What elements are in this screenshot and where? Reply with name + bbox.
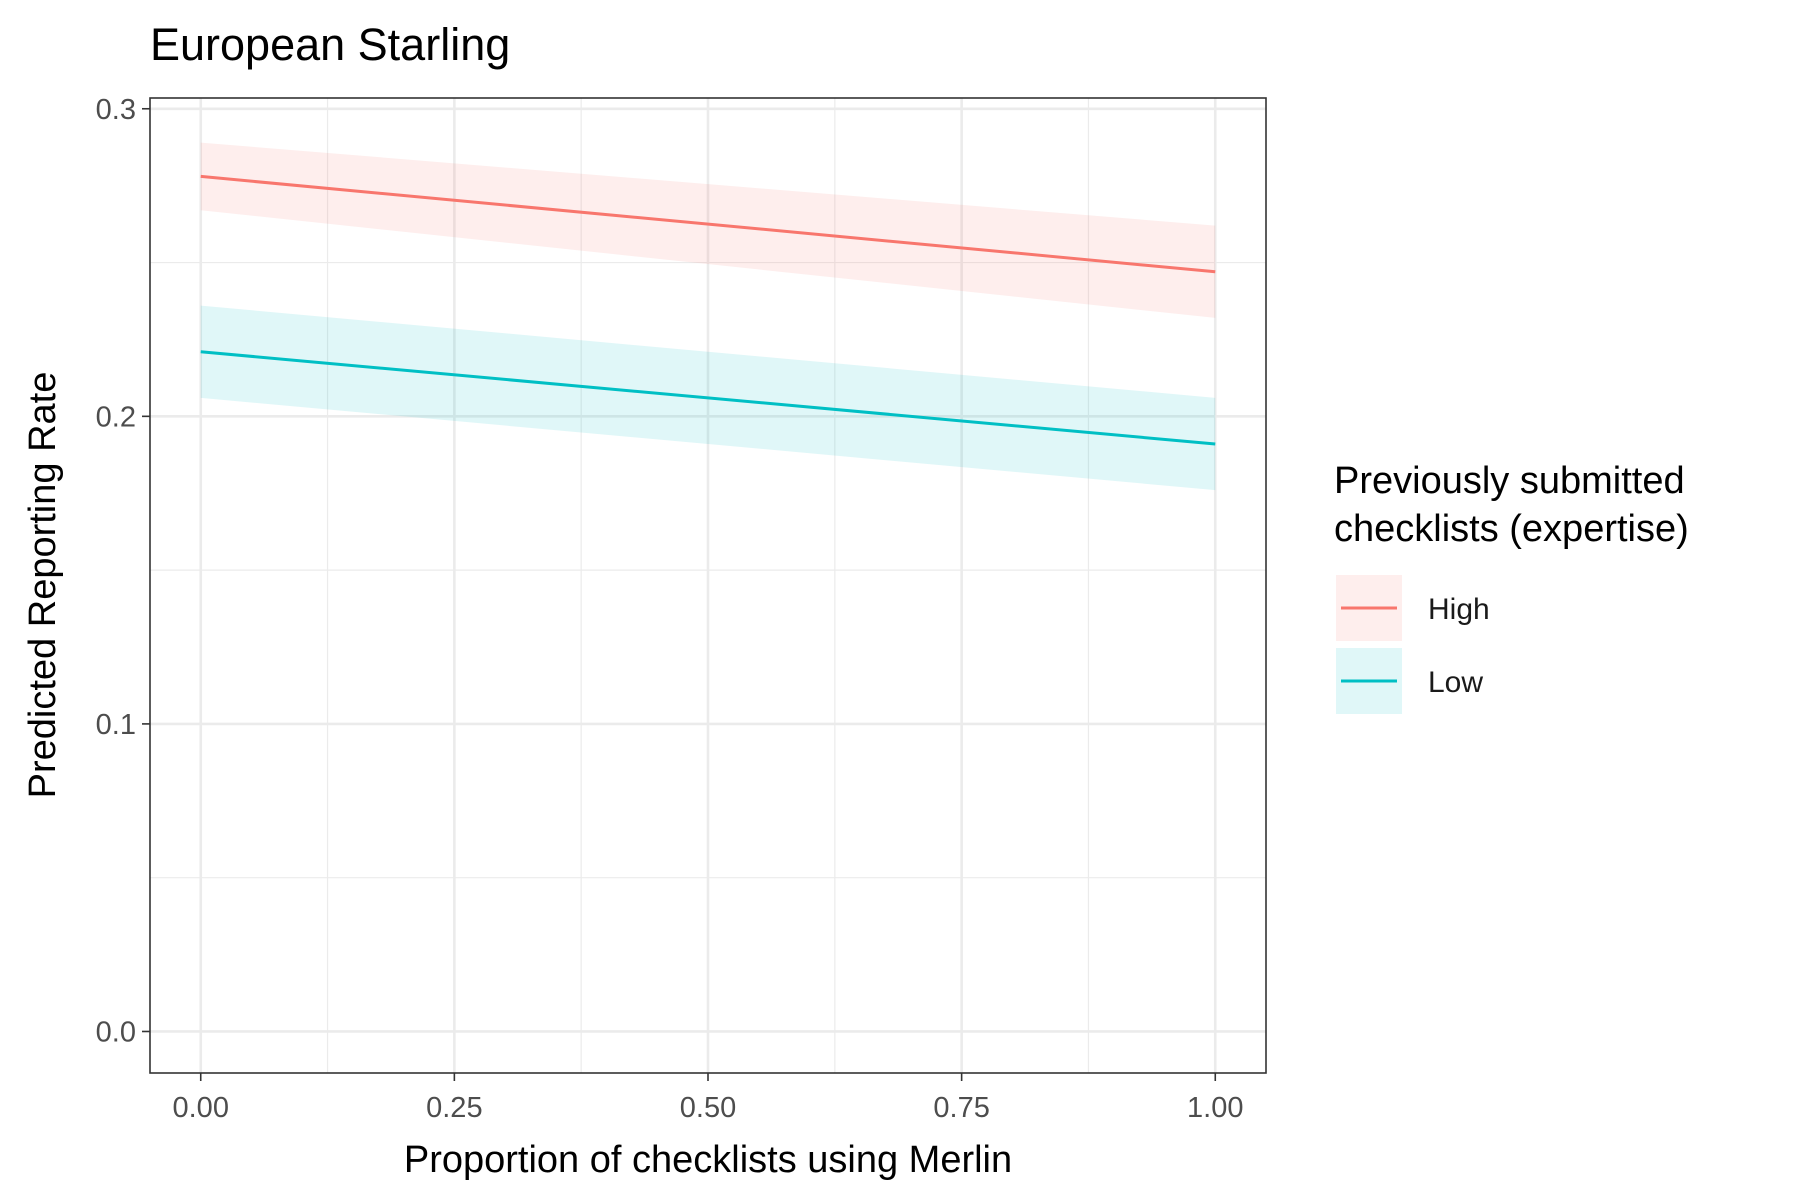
plot-panel [149, 97, 1267, 1074]
grid-major [150, 98, 1266, 1073]
legend-keys: High Low [1336, 575, 1490, 714]
y-tick-label: 0.1 [96, 709, 136, 741]
x-tick-label: 0.00 [173, 1092, 229, 1124]
series-lines [200, 174, 1216, 446]
x-axis: 0.00 0.25 0.50 0.75 1.00 [173, 1073, 1243, 1124]
legend-title-line-1: Previously submitted [1334, 460, 1685, 502]
legend-label-high: High [1428, 593, 1490, 626]
y-tick-label: 0.3 [96, 94, 136, 126]
x-tick-label: 1.00 [1187, 1092, 1243, 1124]
ribbon-high [200, 142, 1216, 318]
y-axis: 0.0 0.1 0.2 0.3 [96, 94, 150, 1048]
y-tick-label: 0.2 [96, 401, 136, 433]
x-tick-label: 0.75 [933, 1092, 989, 1124]
legend-title-line-2: checklists (expertise) [1334, 508, 1689, 550]
x-tick-label: 0.25 [426, 1092, 482, 1124]
legend-label-low: Low [1428, 666, 1483, 699]
x-axis-title: Proportion of checklists using Merlin [404, 1139, 1012, 1181]
line-low [200, 350, 1216, 446]
legend: Previously submitted checklists (experti… [1334, 460, 1689, 714]
chart-title: European Starling [150, 19, 510, 70]
x-tick-label: 0.50 [680, 1092, 736, 1124]
line-high [200, 174, 1216, 274]
y-tick-label: 0.0 [96, 1016, 136, 1048]
y-axis-title: Predicted Reporting Rate [22, 372, 64, 799]
